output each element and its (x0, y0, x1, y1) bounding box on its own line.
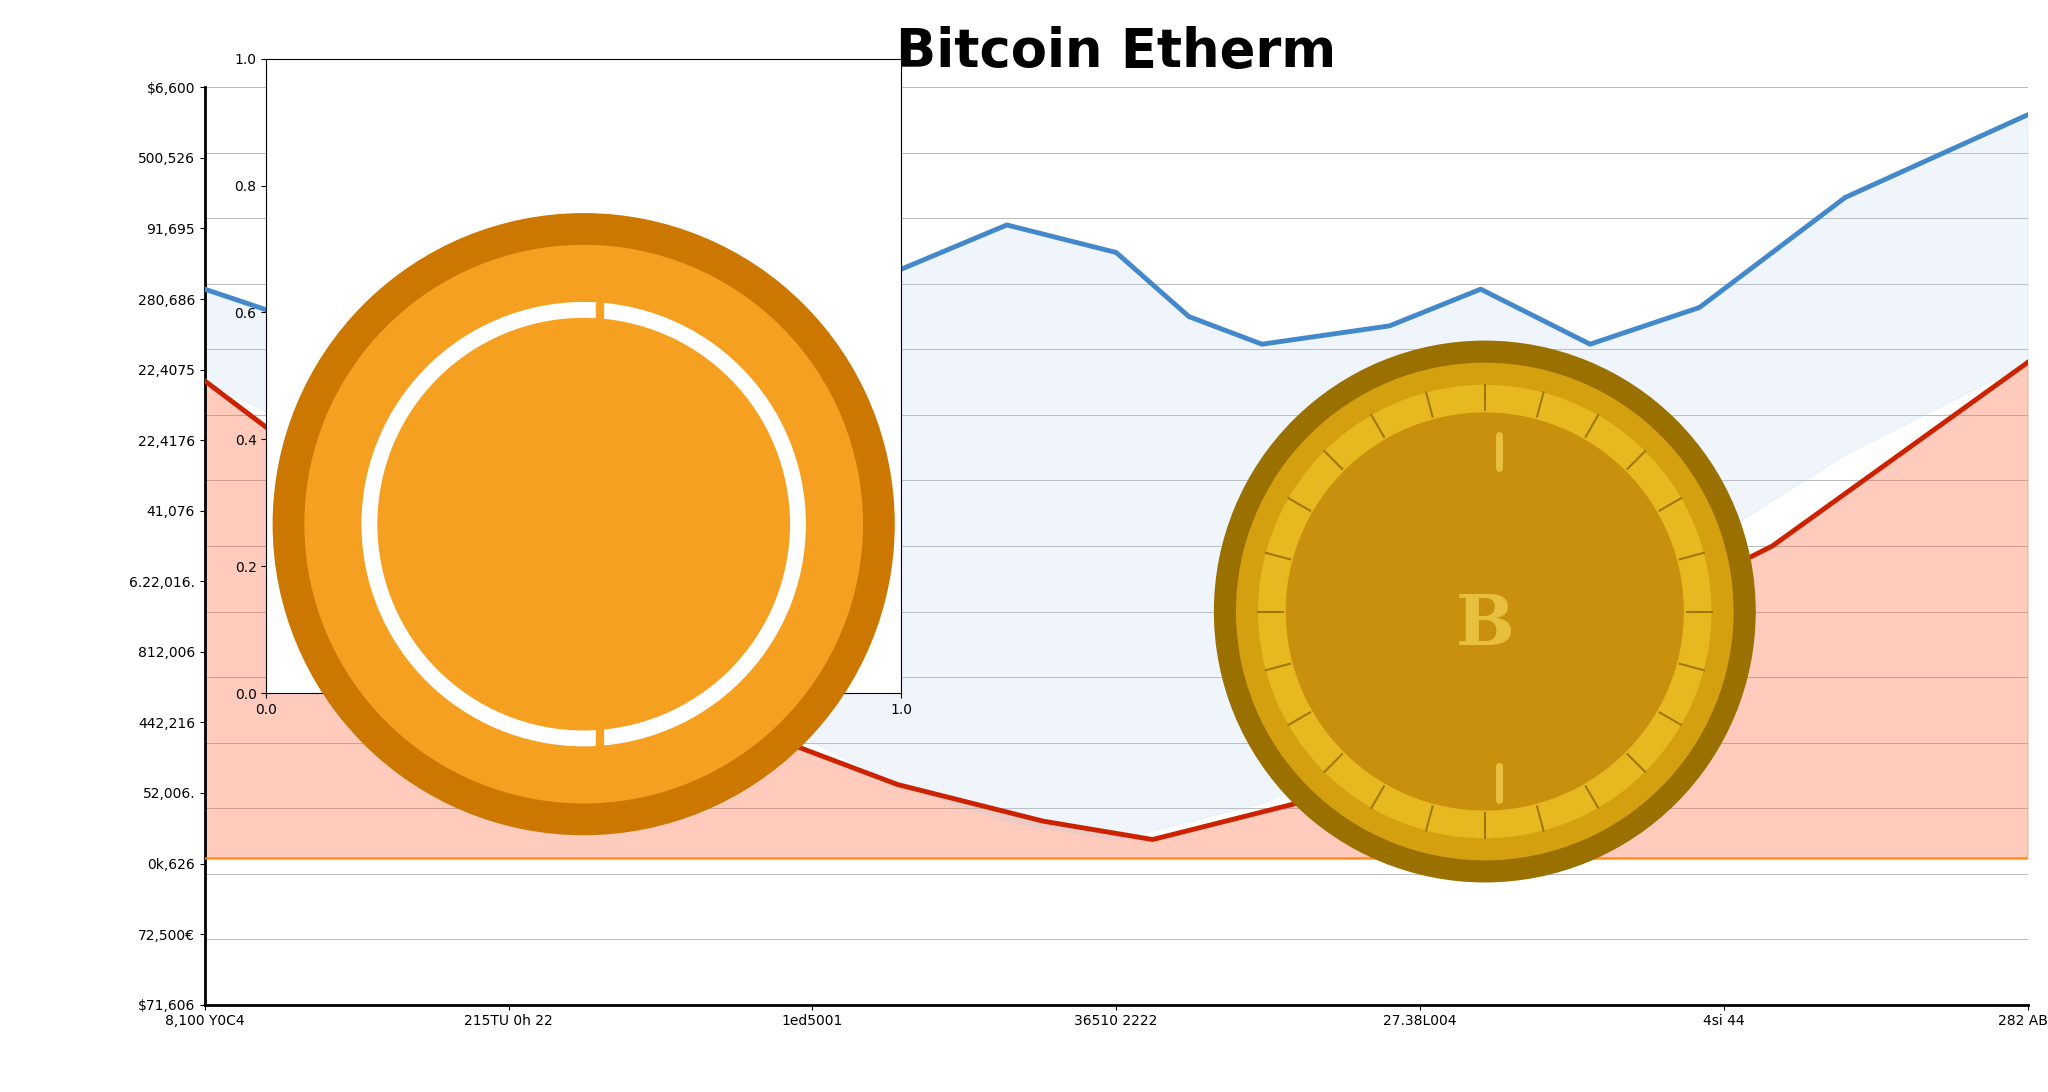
Circle shape (1214, 341, 1755, 882)
Circle shape (305, 245, 862, 804)
Circle shape (1235, 363, 1733, 860)
Circle shape (272, 213, 895, 835)
Title: Bitcoin Etherm: Bitcoin Etherm (897, 25, 1335, 78)
Circle shape (1286, 413, 1683, 810)
Circle shape (1257, 384, 1712, 839)
Text: B: B (1456, 592, 1513, 658)
Text: B: B (551, 503, 616, 577)
Circle shape (360, 302, 805, 746)
Circle shape (377, 318, 791, 731)
